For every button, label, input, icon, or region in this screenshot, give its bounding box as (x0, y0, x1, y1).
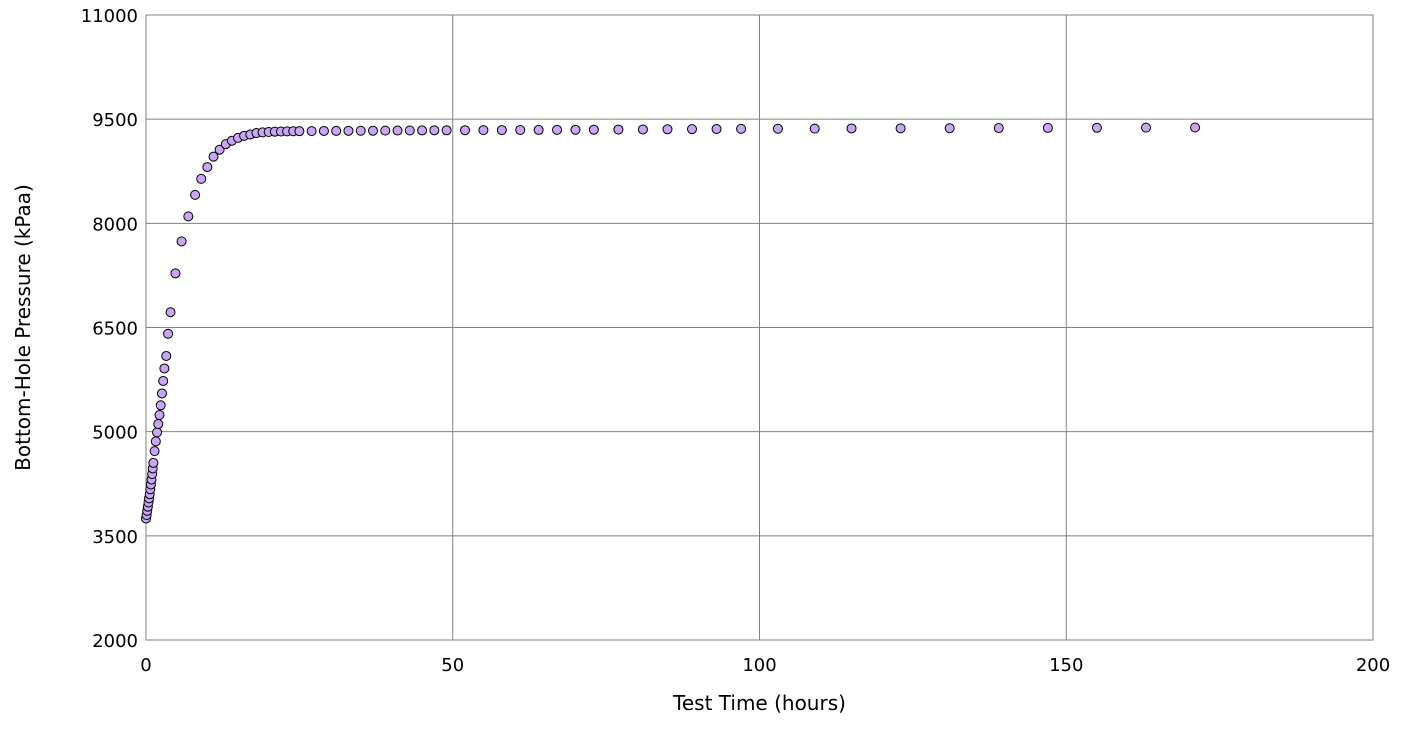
data-point (190, 189, 201, 200)
data-point (153, 419, 164, 430)
data-point (208, 151, 219, 162)
data-point (417, 125, 428, 136)
data-point (772, 123, 783, 134)
data-point (515, 125, 526, 135)
y-tick-label: 3500 (92, 527, 138, 548)
data-point (367, 125, 378, 136)
data-point (163, 328, 174, 339)
data-point (570, 124, 581, 135)
data-point (736, 123, 747, 134)
data-point (809, 123, 820, 134)
data-point (478, 125, 489, 136)
data-point (154, 410, 165, 420)
data-point (429, 125, 440, 136)
grid-lines (145, 14, 1374, 641)
y-tick-label: 6500 (92, 319, 138, 340)
data-point (895, 123, 906, 134)
data-point (1141, 122, 1152, 133)
data-point (294, 126, 305, 137)
data-point (1091, 122, 1102, 133)
data-point (158, 375, 169, 386)
data-point (148, 457, 159, 468)
x-tick-label: 200 (1356, 655, 1390, 676)
data-point (1042, 122, 1053, 133)
data-point (183, 211, 194, 222)
data-point (613, 124, 624, 135)
data-point (156, 388, 167, 399)
data-point (846, 123, 857, 134)
y-tick-label: 9500 (92, 110, 138, 131)
data-point (711, 124, 722, 135)
x-tick-label: 150 (1049, 655, 1083, 676)
data-point (214, 144, 225, 155)
data-point (687, 124, 698, 135)
data-point (392, 125, 403, 136)
data-point (196, 173, 207, 184)
data-point (161, 350, 172, 361)
y-tick-label: 8000 (92, 214, 138, 235)
data-point (150, 436, 161, 447)
y-tick-label: 11000 (81, 6, 138, 27)
data-point (496, 125, 507, 136)
data-point (176, 236, 187, 247)
plot-area-frame (145, 14, 1374, 641)
data-point (662, 124, 673, 135)
data-point (404, 125, 415, 136)
data-point (170, 268, 181, 279)
data-point (152, 427, 163, 438)
data-point (202, 162, 213, 173)
data-point (380, 125, 391, 136)
data-point (318, 125, 329, 136)
data-point (149, 446, 160, 457)
data-point (343, 125, 354, 136)
x-axis-tick-labels: 0 50 100 150 200 (140, 655, 1390, 676)
x-tick-label: 50 (441, 655, 464, 676)
x-axis-title: Test Time (hours) (672, 691, 846, 715)
data-point (165, 307, 176, 318)
data-point (159, 363, 170, 374)
data-point (355, 125, 366, 136)
y-tick-label: 5000 (92, 423, 138, 444)
data-point (588, 124, 599, 135)
data-point (306, 126, 317, 137)
data-point (993, 123, 1004, 134)
x-tick-label: 100 (742, 655, 776, 676)
y-tick-label: 2000 (92, 631, 138, 652)
y-axis-tick-labels: 2000 3500 5000 6500 8000 9500 11000 (81, 6, 138, 652)
data-point (533, 124, 544, 135)
data-point (637, 124, 648, 135)
x-tick-label: 0 (140, 655, 151, 676)
data-point (441, 125, 452, 136)
data-point (1190, 122, 1201, 133)
data-point (460, 125, 471, 136)
y-axis-title: Bottom-Hole Pressure (kPaa) (11, 184, 35, 471)
data-point (331, 125, 342, 136)
data-points (141, 122, 1201, 524)
data-point (155, 400, 166, 411)
data-point (552, 124, 563, 135)
data-point (944, 123, 955, 134)
